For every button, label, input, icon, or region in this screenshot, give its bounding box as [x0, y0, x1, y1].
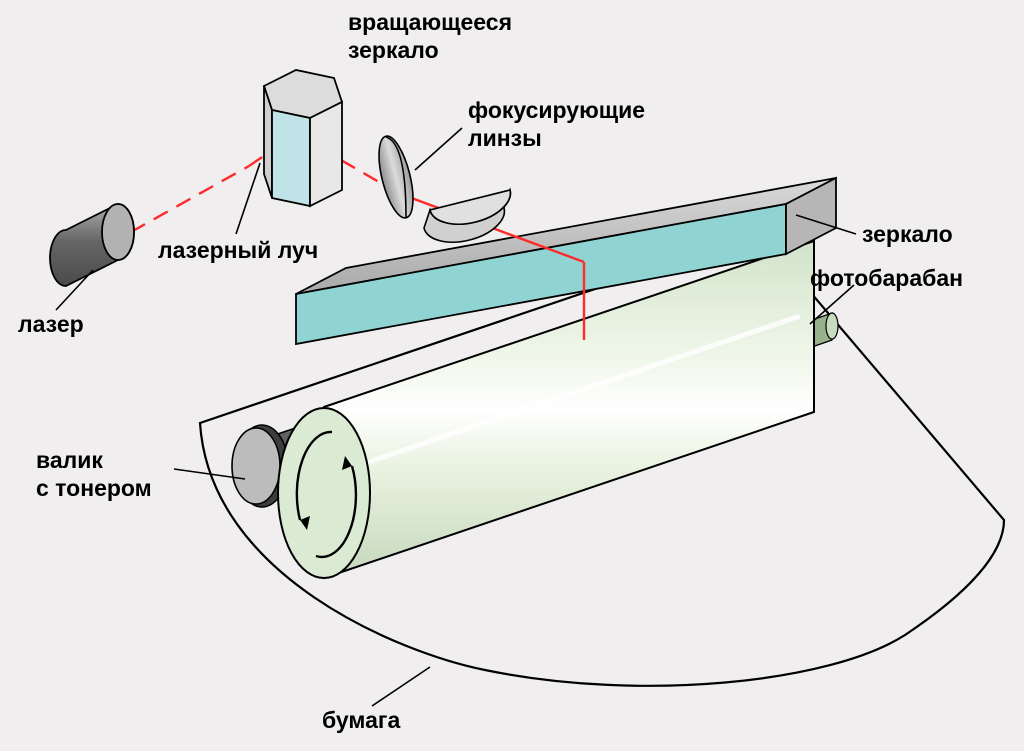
- focus-lens-2: [424, 190, 510, 242]
- label-rotating-mirror-2: зеркало: [348, 37, 439, 63]
- rotating-mirror: [264, 70, 342, 206]
- focus-lens-1: [372, 133, 419, 221]
- laser-source: [50, 204, 134, 286]
- label-toner-1: валик: [36, 447, 103, 473]
- label-toner-2: с тонером: [36, 475, 152, 501]
- label-focus-lens-2: линзы: [468, 125, 542, 151]
- label-rotating-mirror-1: вращающееся: [348, 9, 512, 35]
- diagram-canvas: ABC XYZ: [0, 0, 1024, 751]
- label-mirror: зеркало: [862, 221, 953, 247]
- label-paper: бумага: [322, 707, 400, 733]
- label-focus-lens-1: фокусирующие: [468, 97, 645, 123]
- label-drum: фотобарабан: [810, 265, 963, 291]
- label-laser: лазер: [18, 311, 84, 337]
- label-beam: лазерный луч: [158, 237, 318, 263]
